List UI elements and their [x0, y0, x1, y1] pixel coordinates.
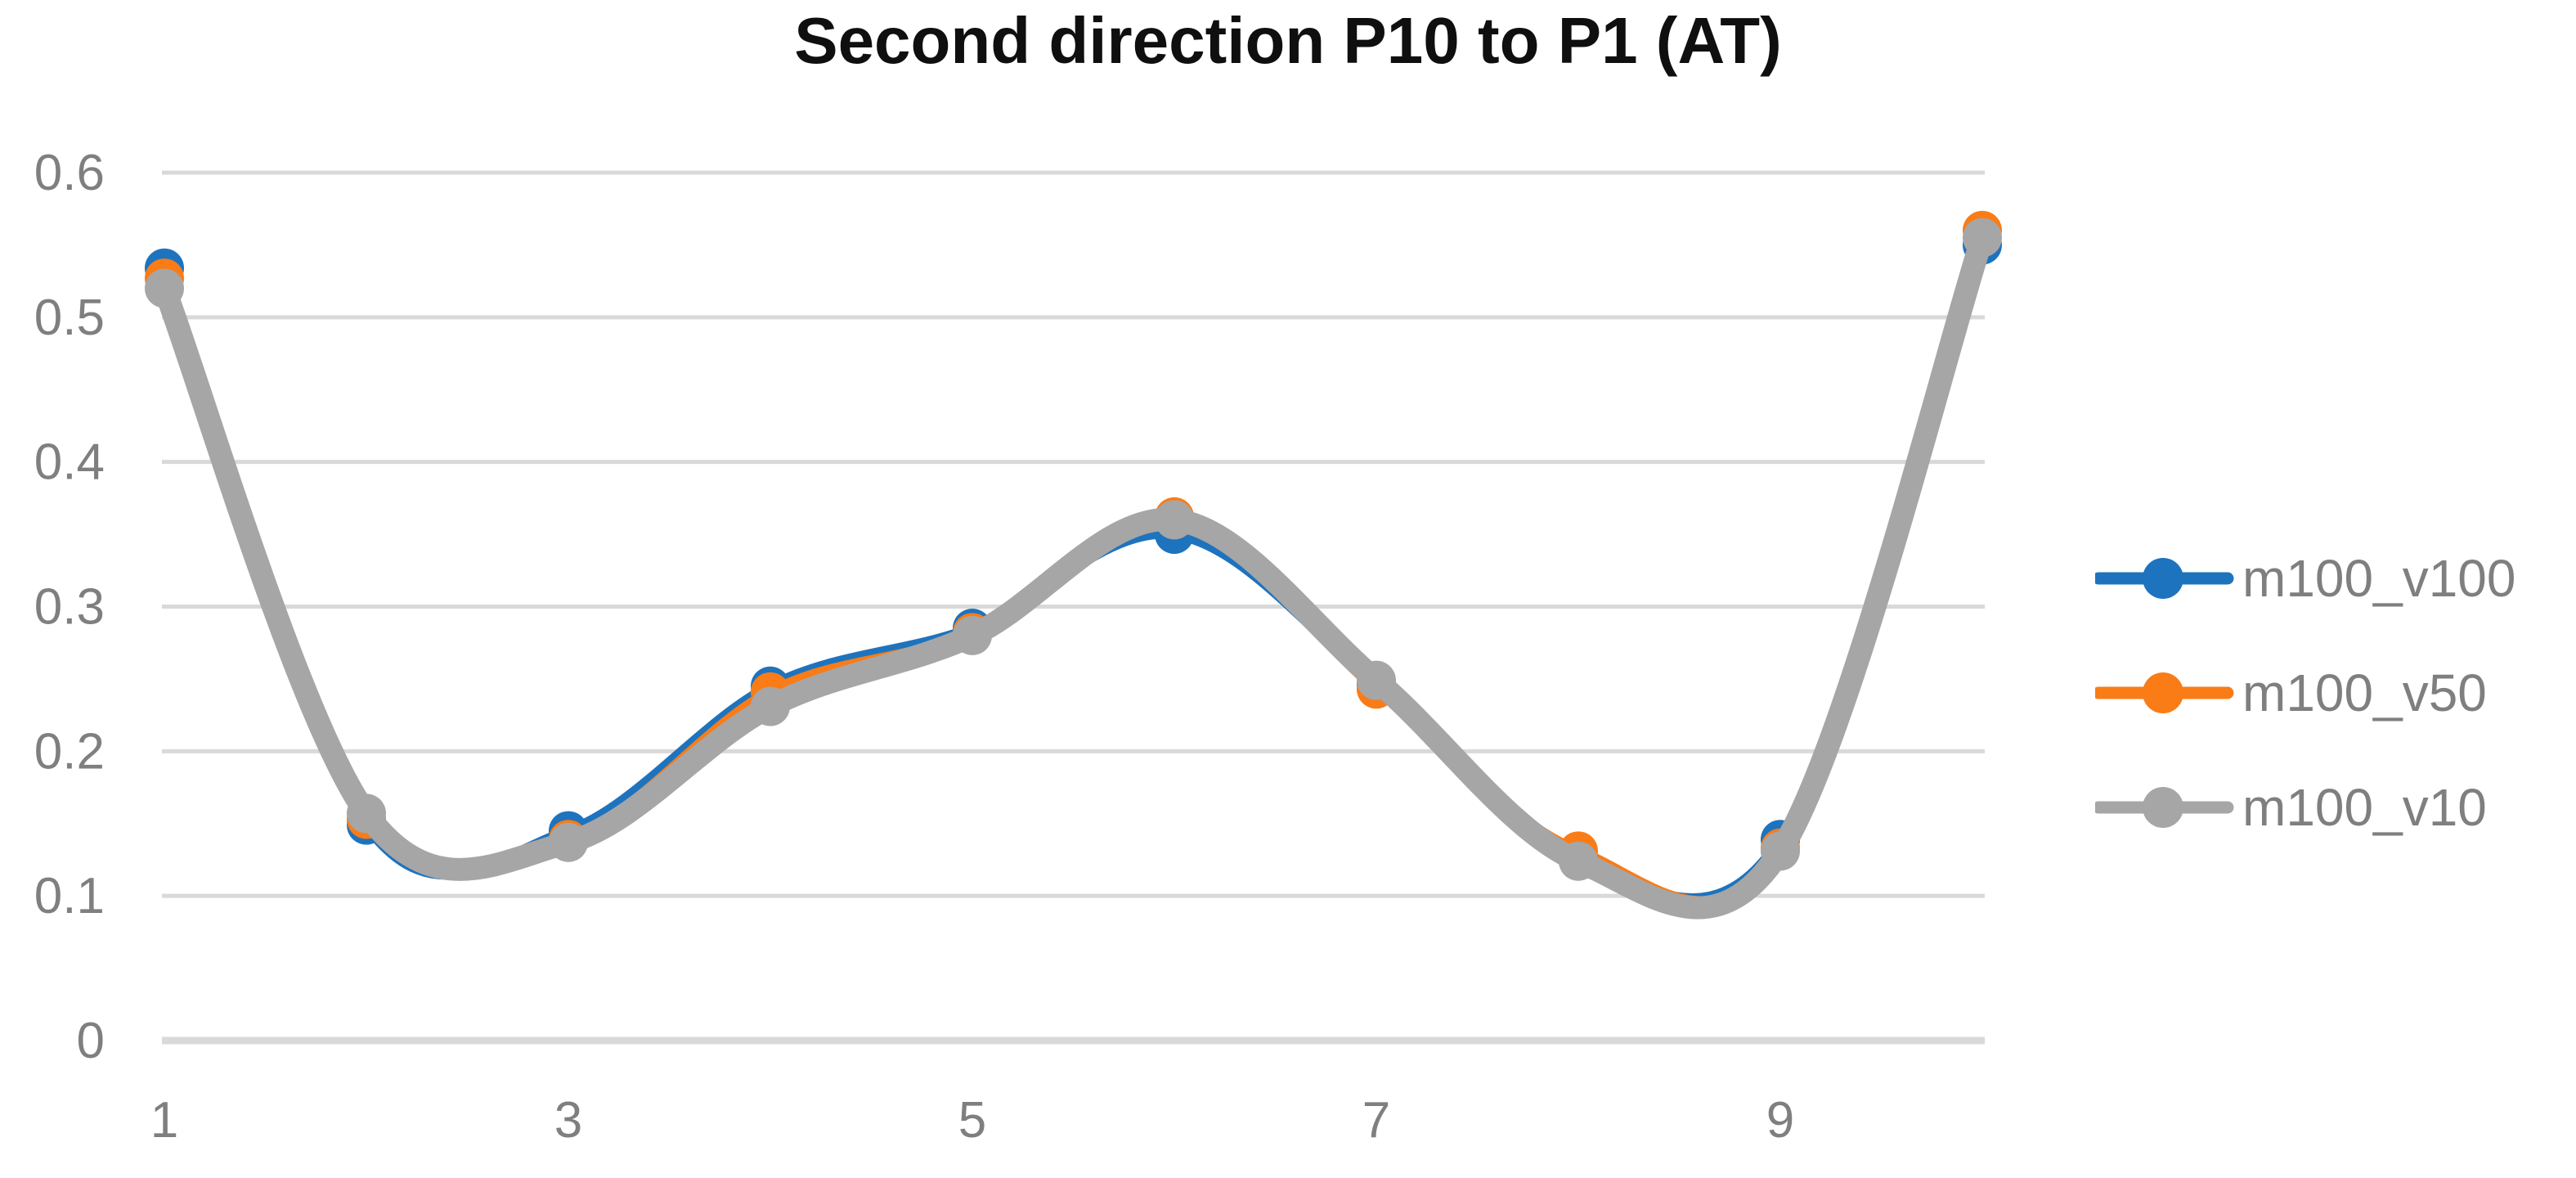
- y-tick-label: 0.5: [34, 290, 105, 346]
- data-point-marker-m100_v10: [1963, 218, 2002, 258]
- data-point-marker-m100_v10: [1559, 841, 1598, 881]
- data-point-marker-m100_v10: [549, 822, 588, 862]
- chart-title: Second direction P10 to P1 (AT): [794, 4, 1782, 77]
- y-tick-label: 0.2: [34, 723, 105, 780]
- data-point-marker-m100_v10: [145, 268, 184, 308]
- legend-label: m100_v10: [2242, 778, 2487, 837]
- legend-label: m100_v100: [2242, 549, 2516, 608]
- data-point-marker-m100_v10: [1761, 831, 1800, 871]
- data-point-marker-m100_v10: [1357, 660, 1396, 700]
- data-point-marker-m100_v10: [751, 686, 790, 726]
- data-point-marker-m100_v10: [1155, 500, 1194, 540]
- y-tick-label: 0.3: [34, 579, 105, 636]
- x-tick-label: 1: [150, 1092, 178, 1149]
- data-point-marker-m100_v10: [347, 794, 386, 834]
- x-tick-label: 3: [554, 1092, 582, 1149]
- x-tick-label: 5: [958, 1092, 986, 1149]
- legend: m100_v100 m100_v50 m100_v10: [2095, 549, 2515, 837]
- y-tick-label: 0.4: [34, 434, 105, 491]
- legend-label: m100_v50: [2242, 663, 2487, 722]
- legend-item-m100_v10: m100_v10: [2095, 778, 2515, 837]
- y-tick-label: 0.6: [34, 145, 105, 201]
- y-tick-label: 0: [77, 1013, 105, 1069]
- legend-marker-m100_v100: [2095, 558, 2234, 599]
- legend-marker-m100_v50: [2095, 672, 2234, 713]
- x-tick-label: 9: [1766, 1092, 1794, 1149]
- data-point-marker-m100_v10: [953, 615, 992, 655]
- series-line-m100_v10: [153, 226, 1994, 919]
- legend-item-m100_v50: m100_v50: [2095, 663, 2515, 722]
- legend-item-m100_v100: m100_v100: [2095, 549, 2515, 608]
- y-tick-label: 0.1: [34, 868, 105, 924]
- x-tick-label: 7: [1362, 1092, 1390, 1149]
- legend-marker-m100_v10: [2095, 787, 2234, 828]
